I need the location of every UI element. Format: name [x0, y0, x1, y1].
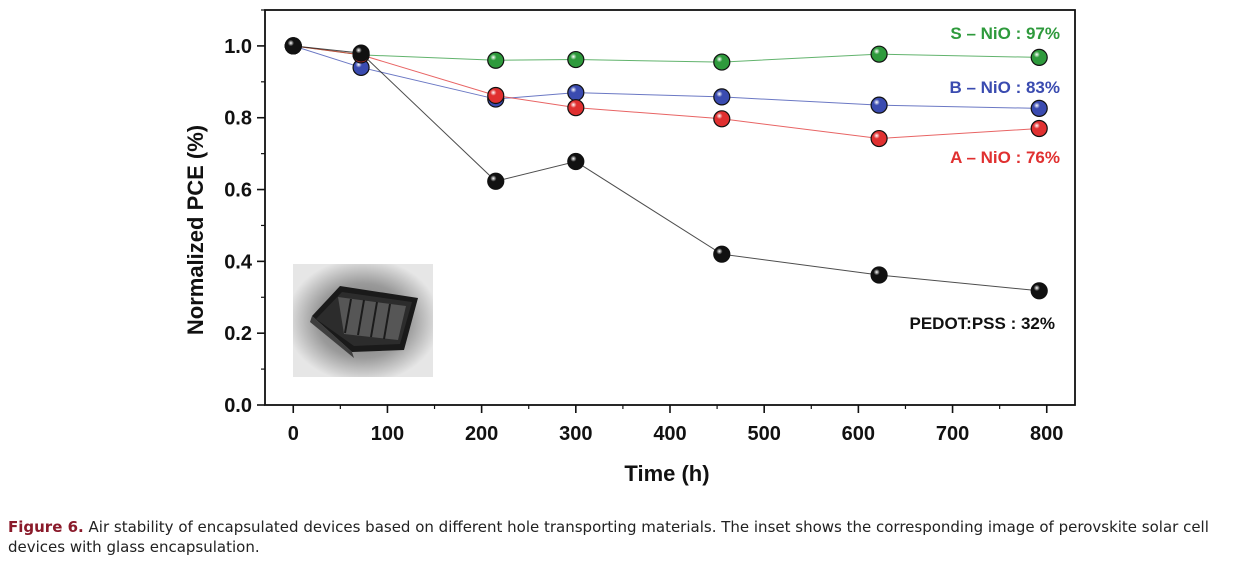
x-tick-label: 200	[465, 423, 498, 445]
x-tick-label: 500	[747, 423, 780, 445]
data-point	[870, 129, 888, 148]
series-label-a-nio: A – NiO : 76%	[950, 148, 1060, 167]
data-point	[567, 99, 585, 117]
data-point	[713, 88, 731, 106]
y-tick-label: 0.6	[224, 180, 252, 202]
series-label-s-nio: S – NiO : 97%	[950, 24, 1060, 43]
y-tick-label: 0.8	[224, 108, 252, 130]
data-point	[284, 37, 302, 55]
x-tick-label: 800	[1030, 423, 1063, 445]
y-tick-label: 0.4	[224, 251, 253, 273]
series-layer	[284, 37, 1048, 300]
data-point	[713, 110, 731, 128]
figure-caption: Figure 6. Air stability of encapsulated …	[8, 517, 1248, 557]
axes: 0 100 200 300 400 500 600 700 800 0.0 0.2 0.4 0.6 0.8…	[224, 9, 1076, 445]
x-tick-label: 300	[559, 423, 592, 445]
series-label-b-nio: B – NiO : 83%	[949, 78, 1060, 97]
data-point	[713, 245, 731, 263]
series-line	[293, 45, 1040, 63]
inset-photo	[293, 264, 433, 377]
y-tick-label: 0.0	[224, 395, 252, 417]
data-point	[567, 83, 585, 102]
y-tick-label: 1.0	[224, 36, 252, 58]
x-tick-label: 100	[371, 423, 404, 445]
y-tick-label: 0.2	[224, 323, 252, 345]
x-tick-label: 700	[936, 423, 969, 445]
caption-text: Air stability of encapsulated devices ba…	[8, 518, 1209, 556]
data-point	[1030, 99, 1048, 117]
data-point	[870, 45, 888, 63]
series-label-pedot-pss: PEDOT:PSS : 32%	[910, 314, 1056, 333]
data-point	[1030, 48, 1048, 67]
data-point	[567, 152, 585, 171]
series-line	[293, 45, 1040, 292]
series-line	[293, 45, 1040, 140]
data-point	[567, 50, 585, 69]
y-axis-title: Normalized PCE (%)	[183, 125, 208, 335]
data-point	[1030, 119, 1048, 138]
data-point	[713, 53, 731, 71]
data-point	[352, 44, 370, 62]
x-tick-label: 600	[842, 423, 875, 445]
data-point	[487, 51, 505, 69]
data-point	[870, 96, 888, 114]
chart: 0 100 200 300 400 500 600 700 800 0.0 0.2 0.4 0.6 0.8…	[183, 9, 1076, 486]
data-point	[870, 266, 888, 284]
data-point	[487, 86, 505, 105]
caption-figure-label: Figure 6.	[8, 518, 84, 536]
data-point	[487, 172, 505, 190]
x-tick-label: 0	[288, 423, 299, 445]
x-tick-label: 400	[653, 423, 686, 445]
data-point	[1030, 282, 1048, 300]
x-axis-title: Time (h)	[624, 461, 709, 486]
